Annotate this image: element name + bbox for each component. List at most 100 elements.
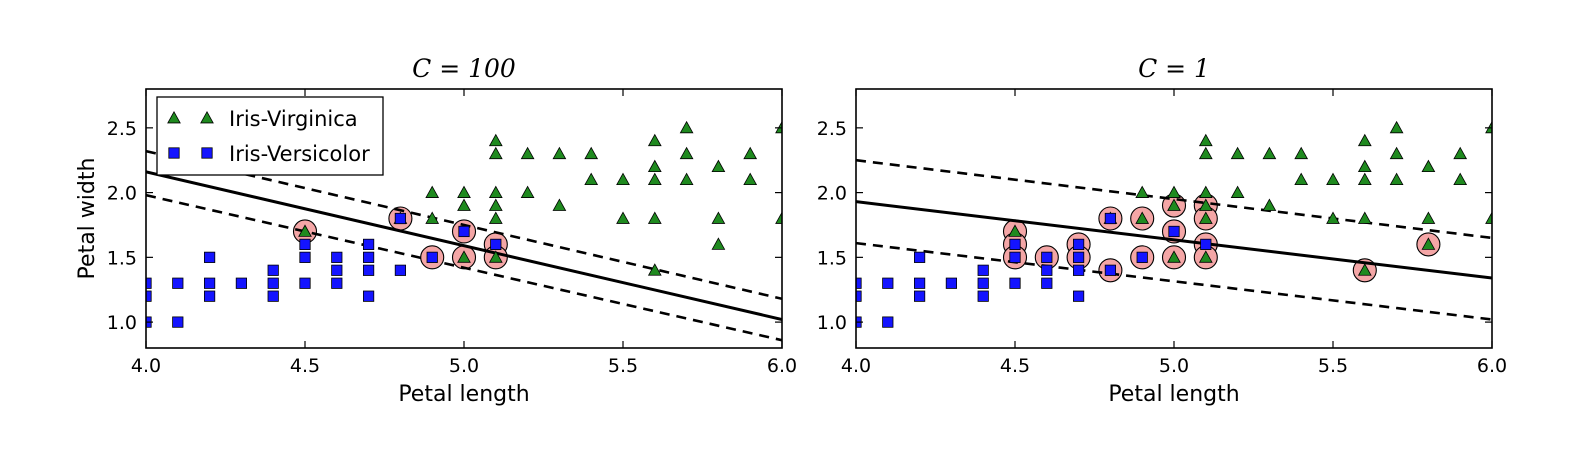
versicolor-point bbox=[1168, 225, 1180, 238]
versicolor-point bbox=[914, 290, 926, 302]
plot-area bbox=[856, 120, 1492, 328]
versicolor-point bbox=[394, 212, 407, 225]
versicolor-point bbox=[1009, 251, 1021, 263]
versicolor-point bbox=[331, 264, 343, 276]
versicolor-point bbox=[914, 277, 926, 289]
virginica-point bbox=[488, 133, 503, 147]
virginica-point bbox=[425, 185, 440, 198]
virginica-point bbox=[647, 211, 662, 224]
virginica-point bbox=[647, 159, 662, 173]
versicolor-point bbox=[856, 277, 862, 289]
y-axis-label: Petal width bbox=[75, 158, 100, 280]
versicolor-point bbox=[977, 277, 989, 289]
versicolor-point bbox=[235, 277, 247, 289]
margin-lower-line bbox=[856, 241, 1492, 321]
versicolor-point bbox=[203, 251, 216, 263]
virginica-point bbox=[711, 211, 726, 224]
plot-area bbox=[146, 120, 782, 342]
virginica-point bbox=[488, 198, 503, 211]
legend-label: Iris-Virginica bbox=[229, 107, 358, 131]
x-tick-label: 5.5 bbox=[1318, 355, 1348, 377]
virginica-point bbox=[488, 146, 503, 160]
virginica-point bbox=[1421, 237, 1436, 250]
versicolor-point bbox=[362, 238, 375, 250]
decision-boundary-line bbox=[146, 170, 782, 321]
versicolor-point bbox=[299, 277, 311, 289]
x-tick-label: 5.0 bbox=[449, 355, 479, 377]
versicolor-point bbox=[1073, 251, 1085, 263]
x-axis-label: Petal length bbox=[398, 382, 529, 407]
virginica-point bbox=[775, 211, 782, 224]
versicolor-point bbox=[856, 290, 862, 302]
virginica-point bbox=[1485, 120, 1492, 134]
virginica-point bbox=[1198, 211, 1213, 224]
versicolor-point bbox=[977, 290, 989, 302]
virginica-point bbox=[647, 172, 662, 186]
virginica-point bbox=[616, 172, 630, 186]
versicolor-point bbox=[945, 277, 958, 289]
virginica-point bbox=[1357, 133, 1372, 147]
virginica-point bbox=[711, 237, 726, 250]
versicolor-point bbox=[1073, 238, 1085, 250]
y-tick-label: 1.0 bbox=[817, 312, 847, 334]
y-tick-label: 2.0 bbox=[107, 183, 137, 205]
virginica-point bbox=[488, 211, 503, 224]
versicolor-point bbox=[1041, 277, 1053, 289]
virginica-point bbox=[552, 198, 567, 211]
virginica-point bbox=[1421, 159, 1436, 173]
legend-marker-triangle bbox=[200, 110, 214, 124]
y-tick-label: 1.0 bbox=[107, 312, 137, 334]
virginica-point bbox=[1262, 198, 1277, 211]
versicolor-point bbox=[1073, 264, 1085, 276]
virginica-point bbox=[457, 250, 471, 263]
margin-lower-line bbox=[146, 193, 782, 342]
versicolor-point bbox=[299, 238, 311, 250]
virginica-point bbox=[743, 172, 758, 186]
y-tick-label: 2.5 bbox=[817, 118, 847, 140]
legend-marker-triangle bbox=[167, 110, 181, 124]
virginica-point bbox=[647, 133, 662, 147]
virginica-point bbox=[1453, 172, 1468, 186]
virginica-point bbox=[1294, 172, 1309, 186]
virginica-point bbox=[488, 185, 503, 198]
virginica-point bbox=[1357, 172, 1372, 186]
versicolor-point bbox=[458, 225, 470, 238]
virginica-point bbox=[1453, 146, 1468, 160]
versicolor-point bbox=[267, 290, 279, 302]
virginica-point bbox=[775, 120, 782, 134]
versicolor-point bbox=[203, 277, 216, 289]
versicolor-point bbox=[394, 264, 407, 276]
x-tick-label: 5.5 bbox=[608, 355, 638, 377]
virginica-point bbox=[1389, 172, 1404, 186]
decision-boundary-line bbox=[856, 200, 1492, 280]
versicolor-point bbox=[362, 264, 375, 276]
virginica-point bbox=[520, 185, 535, 198]
y-tick-label: 2.5 bbox=[107, 118, 137, 140]
chart-title: C = 1 bbox=[1138, 54, 1210, 83]
virginica-point bbox=[1008, 224, 1022, 237]
chart-title: C = 100 bbox=[412, 54, 516, 83]
versicolor-point bbox=[977, 264, 989, 276]
virginica-point bbox=[457, 198, 471, 211]
margin-upper-line bbox=[146, 149, 782, 301]
virginica-point bbox=[1357, 159, 1372, 173]
versicolor-point bbox=[882, 316, 894, 328]
virginica-point bbox=[1357, 263, 1372, 276]
versicolor-point bbox=[1104, 212, 1116, 225]
virginica-point bbox=[1389, 146, 1404, 160]
legend-label: Iris-Versicolor bbox=[229, 142, 370, 166]
versicolor-point bbox=[172, 316, 184, 328]
x-tick-label: 4.5 bbox=[290, 355, 320, 377]
virginica-point bbox=[1167, 185, 1181, 198]
virginica-point bbox=[1198, 198, 1213, 211]
virginica-point bbox=[1485, 211, 1492, 224]
versicolor-point bbox=[1009, 277, 1021, 289]
x-tick-label: 4.0 bbox=[841, 355, 871, 377]
virginica-point bbox=[1198, 185, 1213, 198]
virginica-point bbox=[1262, 146, 1277, 160]
virginica-point bbox=[298, 224, 312, 237]
virginica-point bbox=[1357, 211, 1372, 224]
versicolor-point bbox=[1041, 264, 1053, 276]
virginica-point bbox=[647, 263, 662, 276]
